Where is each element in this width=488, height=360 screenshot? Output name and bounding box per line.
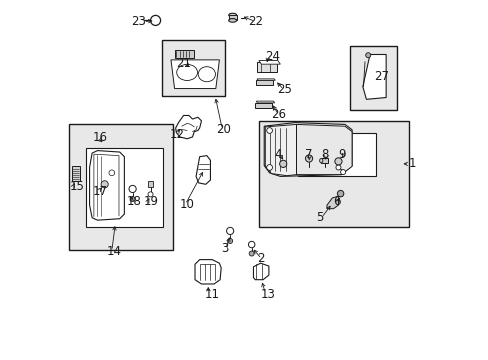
- PathPatch shape: [255, 80, 273, 85]
- Ellipse shape: [228, 13, 236, 17]
- PathPatch shape: [296, 125, 351, 175]
- Circle shape: [109, 170, 115, 176]
- Text: 14: 14: [106, 244, 121, 257]
- Circle shape: [249, 251, 254, 256]
- Text: 10: 10: [180, 198, 194, 211]
- Circle shape: [227, 238, 232, 243]
- Bar: [258, 121, 408, 226]
- Bar: [297, 134, 376, 176]
- Text: 12: 12: [169, 127, 184, 141]
- Bar: [349, 45, 396, 110]
- Circle shape: [248, 241, 254, 248]
- PathPatch shape: [175, 116, 201, 139]
- Circle shape: [130, 197, 135, 202]
- Text: 9: 9: [338, 148, 345, 161]
- Text: 8: 8: [321, 148, 328, 161]
- Circle shape: [226, 227, 233, 234]
- Text: 6: 6: [333, 195, 340, 208]
- Bar: [162, 40, 224, 96]
- Ellipse shape: [319, 158, 322, 163]
- PathPatch shape: [264, 123, 351, 176]
- Circle shape: [148, 192, 153, 197]
- Bar: [69, 125, 172, 250]
- Text: 23: 23: [131, 15, 146, 28]
- Text: 11: 11: [204, 288, 220, 301]
- Text: 13: 13: [260, 288, 275, 301]
- Text: 4: 4: [273, 148, 281, 161]
- PathPatch shape: [148, 181, 153, 187]
- Text: 5: 5: [316, 211, 323, 224]
- Circle shape: [150, 15, 160, 26]
- Circle shape: [129, 185, 136, 193]
- Circle shape: [266, 165, 272, 170]
- Text: 2: 2: [257, 252, 264, 265]
- Circle shape: [101, 181, 108, 188]
- PathPatch shape: [258, 60, 280, 64]
- PathPatch shape: [257, 62, 276, 72]
- Bar: [321, 158, 328, 163]
- Text: 20: 20: [215, 123, 230, 136]
- Text: 15: 15: [69, 180, 84, 193]
- Circle shape: [305, 155, 312, 162]
- Ellipse shape: [228, 19, 236, 22]
- Text: 21: 21: [176, 57, 191, 70]
- PathPatch shape: [326, 196, 338, 209]
- Text: 25: 25: [276, 83, 291, 96]
- Circle shape: [334, 158, 341, 165]
- PathPatch shape: [196, 156, 210, 184]
- Circle shape: [337, 190, 343, 197]
- Text: 26: 26: [271, 108, 286, 121]
- Text: 24: 24: [265, 50, 280, 63]
- PathPatch shape: [195, 260, 221, 284]
- Circle shape: [340, 170, 345, 175]
- PathPatch shape: [89, 150, 124, 220]
- Text: 1: 1: [407, 157, 415, 170]
- Text: 19: 19: [143, 195, 158, 208]
- Text: 17: 17: [93, 185, 107, 198]
- Ellipse shape: [176, 64, 197, 81]
- PathPatch shape: [253, 263, 268, 280]
- Text: 27: 27: [373, 70, 388, 83]
- Text: 16: 16: [93, 131, 108, 144]
- Circle shape: [365, 53, 370, 58]
- Bar: [228, 15, 236, 21]
- PathPatch shape: [265, 125, 296, 176]
- Text: 18: 18: [126, 195, 142, 208]
- PathPatch shape: [255, 103, 272, 108]
- Ellipse shape: [198, 67, 215, 82]
- PathPatch shape: [362, 54, 386, 99]
- Circle shape: [279, 160, 286, 167]
- PathPatch shape: [257, 79, 275, 80]
- PathPatch shape: [72, 166, 80, 181]
- Circle shape: [266, 128, 272, 134]
- Text: 22: 22: [247, 15, 263, 28]
- Bar: [86, 148, 163, 227]
- Text: 7: 7: [304, 148, 312, 161]
- Text: 3: 3: [221, 242, 228, 255]
- PathPatch shape: [256, 101, 274, 103]
- Circle shape: [335, 165, 340, 170]
- PathPatch shape: [174, 50, 194, 58]
- PathPatch shape: [171, 60, 219, 89]
